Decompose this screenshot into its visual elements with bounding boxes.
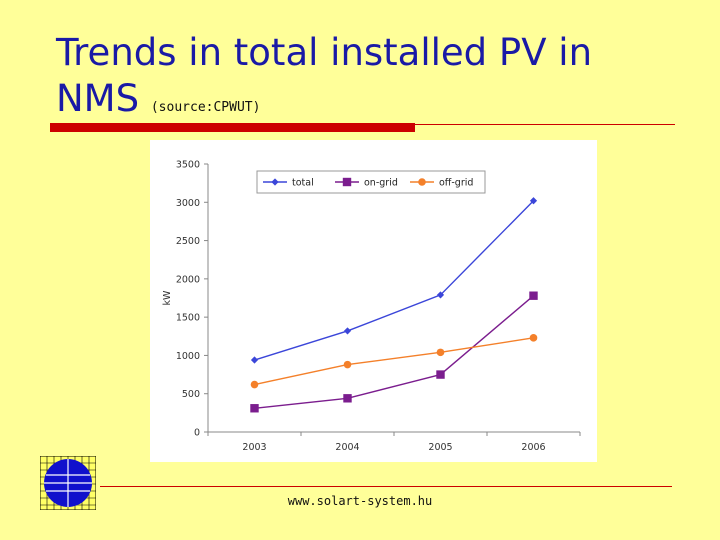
legend-marker-on-grid xyxy=(342,177,352,187)
data-point-on-grid xyxy=(250,404,259,413)
data-point-on-grid xyxy=(343,394,352,403)
footer-url: www.solart-system.hu xyxy=(287,494,433,508)
data-point-total xyxy=(250,356,259,364)
slide-title: Trends in total installed PV in NMS (sou… xyxy=(56,30,676,131)
title-line-2: NMS xyxy=(56,77,140,120)
legend-box xyxy=(256,170,486,194)
data-point-total xyxy=(436,291,445,299)
x-tick-label: 2004 xyxy=(335,442,359,453)
chart-panel: 0 500 1000 1500 2000 2500 3000 3500 2003 2004 2005… xyxy=(150,140,597,462)
data-point-on-grid xyxy=(529,291,538,300)
series-line-off-grid xyxy=(254,337,534,386)
source-note: (source:CPWUT) xyxy=(150,100,261,115)
data-point-off-grid xyxy=(250,380,259,389)
data-point-off-grid xyxy=(343,360,352,369)
data-point-total xyxy=(343,327,352,335)
y-tick-label: 3000 xyxy=(176,198,200,209)
title-underline-thick xyxy=(50,123,415,132)
y-tick-label: 2500 xyxy=(176,236,200,247)
title-line-1: Trends in total installed PV in xyxy=(56,31,593,74)
y-tick-label: 3500 xyxy=(176,160,200,171)
y-tick-label: 500 xyxy=(182,389,200,400)
legend-label-total: total xyxy=(292,178,314,189)
y-tick-label: 0 xyxy=(194,428,200,439)
data-point-off-grid xyxy=(529,334,538,342)
legend-marker-total xyxy=(271,178,279,186)
legend-marker-off-grid xyxy=(418,178,426,186)
legend-label-off-grid: off-grid xyxy=(439,178,473,189)
data-point-total xyxy=(529,197,538,205)
y-tick-label: 1000 xyxy=(176,351,200,362)
series-line-on-grid xyxy=(254,295,534,409)
globe-logo-icon xyxy=(40,456,96,510)
data-point-on-grid xyxy=(436,370,445,379)
legend-label-on-grid: on-grid xyxy=(364,178,398,189)
footer-rule xyxy=(100,486,672,487)
x-tick-label: 2003 xyxy=(242,442,266,453)
title-underline-thin xyxy=(415,124,675,125)
y-tick-label: 1500 xyxy=(176,313,200,324)
y-tick-label: 2000 xyxy=(176,274,200,285)
series-line-total xyxy=(254,200,534,361)
y-axis-label: kW xyxy=(162,290,173,306)
line-chart: 0 500 1000 1500 2000 2500 3000 3500 2003 2004 2005… xyxy=(162,160,581,453)
x-tick-label: 2005 xyxy=(428,442,452,453)
data-point-off-grid xyxy=(436,348,445,357)
x-tick-label: 2006 xyxy=(521,442,545,453)
